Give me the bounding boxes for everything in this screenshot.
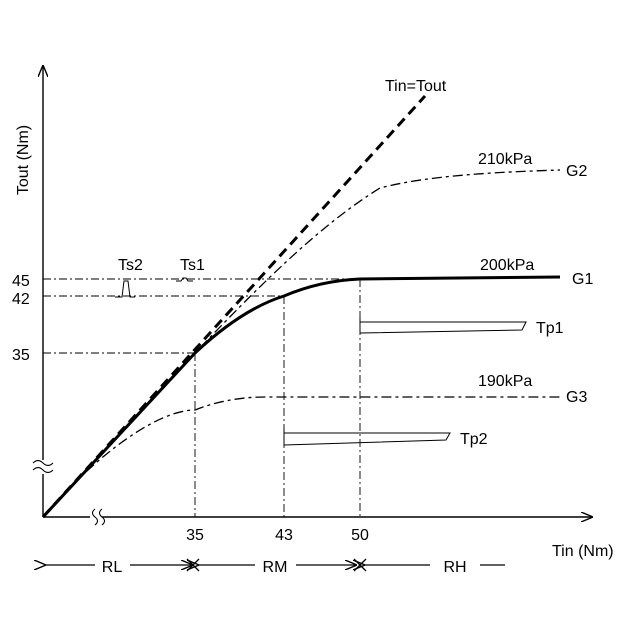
x-tick-label: 35: [186, 527, 204, 544]
series-pressure-g1: 200kPa: [480, 257, 534, 274]
series-pressure-g3: 190kPa: [478, 373, 532, 390]
axes: [33, 66, 592, 525]
series-label-g2: G2: [566, 163, 587, 180]
annotation-tp1: Tp1: [536, 320, 564, 337]
reference-lines: [43, 279, 360, 517]
range-label-rh: RH: [443, 559, 466, 576]
series-line-g3: [43, 397, 560, 517]
y-axis-label: Tout (Nm): [15, 125, 32, 195]
series-pressure-g2: 210kPa: [478, 151, 532, 168]
spike-ts1: [176, 278, 193, 281]
series-line-g2: [43, 170, 560, 517]
annotation-tp2: Tp2: [460, 431, 488, 448]
series-label-g3: G3: [566, 389, 587, 406]
pulse-tp1: [360, 318, 526, 333]
y-tick-label: 45: [12, 273, 30, 290]
x-axis-label: Tin (Nm): [552, 543, 614, 560]
pulse-tp2: [284, 428, 450, 445]
range-label-rl: RL: [102, 559, 123, 576]
spike-ts2: [115, 281, 135, 297]
x-tick-label: 43: [275, 527, 293, 544]
y-tick-label: 42: [12, 291, 30, 308]
annotation-ts2: Ts2: [118, 257, 143, 274]
series-label-tin-tout: Tin=Tout: [385, 78, 447, 95]
y-tick-label: 35: [12, 347, 30, 364]
x-tick-label: 50: [351, 527, 369, 544]
annotation-ts1: Ts1: [180, 257, 205, 274]
series-label-g1: G1: [572, 271, 593, 288]
range-label-rm: RM: [263, 559, 288, 576]
